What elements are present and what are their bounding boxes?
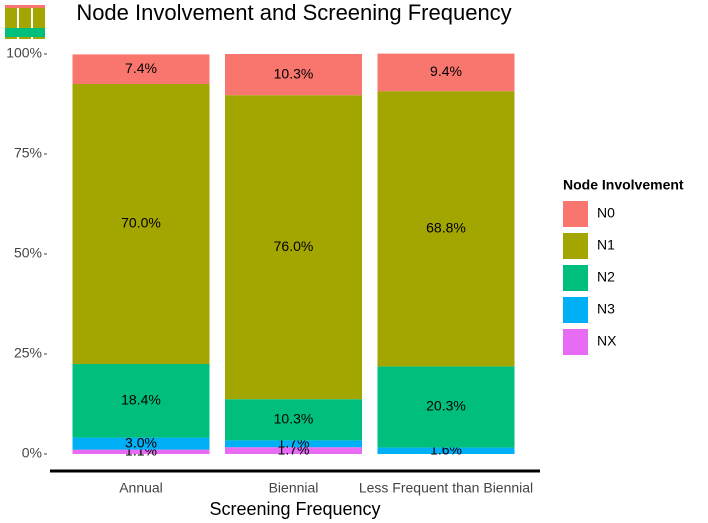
legend-label: N3 — [597, 301, 615, 317]
data-label: 3.0% — [125, 434, 157, 450]
y-tick-label: 75% — [14, 145, 42, 161]
legend-swatch — [563, 233, 588, 259]
data-label: 70.0% — [121, 215, 161, 231]
legend-label: N0 — [597, 205, 615, 221]
bar-segment — [225, 447, 362, 454]
x-tick-label: Annual — [119, 480, 163, 496]
data-label: 10.3% — [274, 65, 314, 81]
legend-label: N2 — [597, 269, 615, 285]
bar-segment — [377, 366, 515, 448]
thumbnail — [0, 0, 50, 45]
bar-segment — [225, 95, 362, 400]
data-label: 76.0% — [274, 238, 314, 254]
data-label: 7.4% — [125, 60, 157, 76]
bar-segment — [225, 440, 362, 448]
bar-segment — [377, 91, 515, 367]
data-label: 9.4% — [430, 63, 462, 79]
legend-title: Node Involvement — [563, 177, 684, 193]
legend-swatch — [563, 297, 588, 323]
data-label: 68.8% — [426, 220, 466, 236]
bar-segment — [72, 84, 210, 364]
bar-segment — [72, 437, 210, 450]
x-axis-title: Screening Frequency — [209, 499, 380, 519]
y-tick-label: 25% — [14, 345, 42, 361]
legend-label: N1 — [597, 237, 615, 253]
data-label: 10.3% — [274, 411, 314, 427]
legend-swatch — [563, 329, 588, 355]
x-tick-label: Biennial — [269, 480, 319, 496]
bar-segment — [72, 364, 210, 438]
chart-title: Node Involvement and Screening Frequency — [76, 0, 511, 25]
data-label: 20.3% — [426, 398, 466, 414]
bar-segment — [225, 54, 362, 96]
bar-segment — [225, 399, 362, 441]
legend-label: NX — [597, 333, 617, 349]
legend-swatch — [563, 265, 588, 291]
data-label: 18.4% — [121, 392, 161, 408]
legend-swatch — [563, 201, 588, 227]
y-tick-label: 50% — [14, 245, 42, 261]
bar-segment — [377, 53, 515, 92]
y-tick-label: 100% — [6, 45, 42, 61]
y-tick-label: 0% — [22, 445, 42, 461]
bar-segment — [377, 447, 515, 454]
x-tick-label: Less Frequent than Biennial — [359, 480, 533, 496]
bar-segment — [72, 449, 210, 454]
bar-segment — [72, 54, 210, 84]
